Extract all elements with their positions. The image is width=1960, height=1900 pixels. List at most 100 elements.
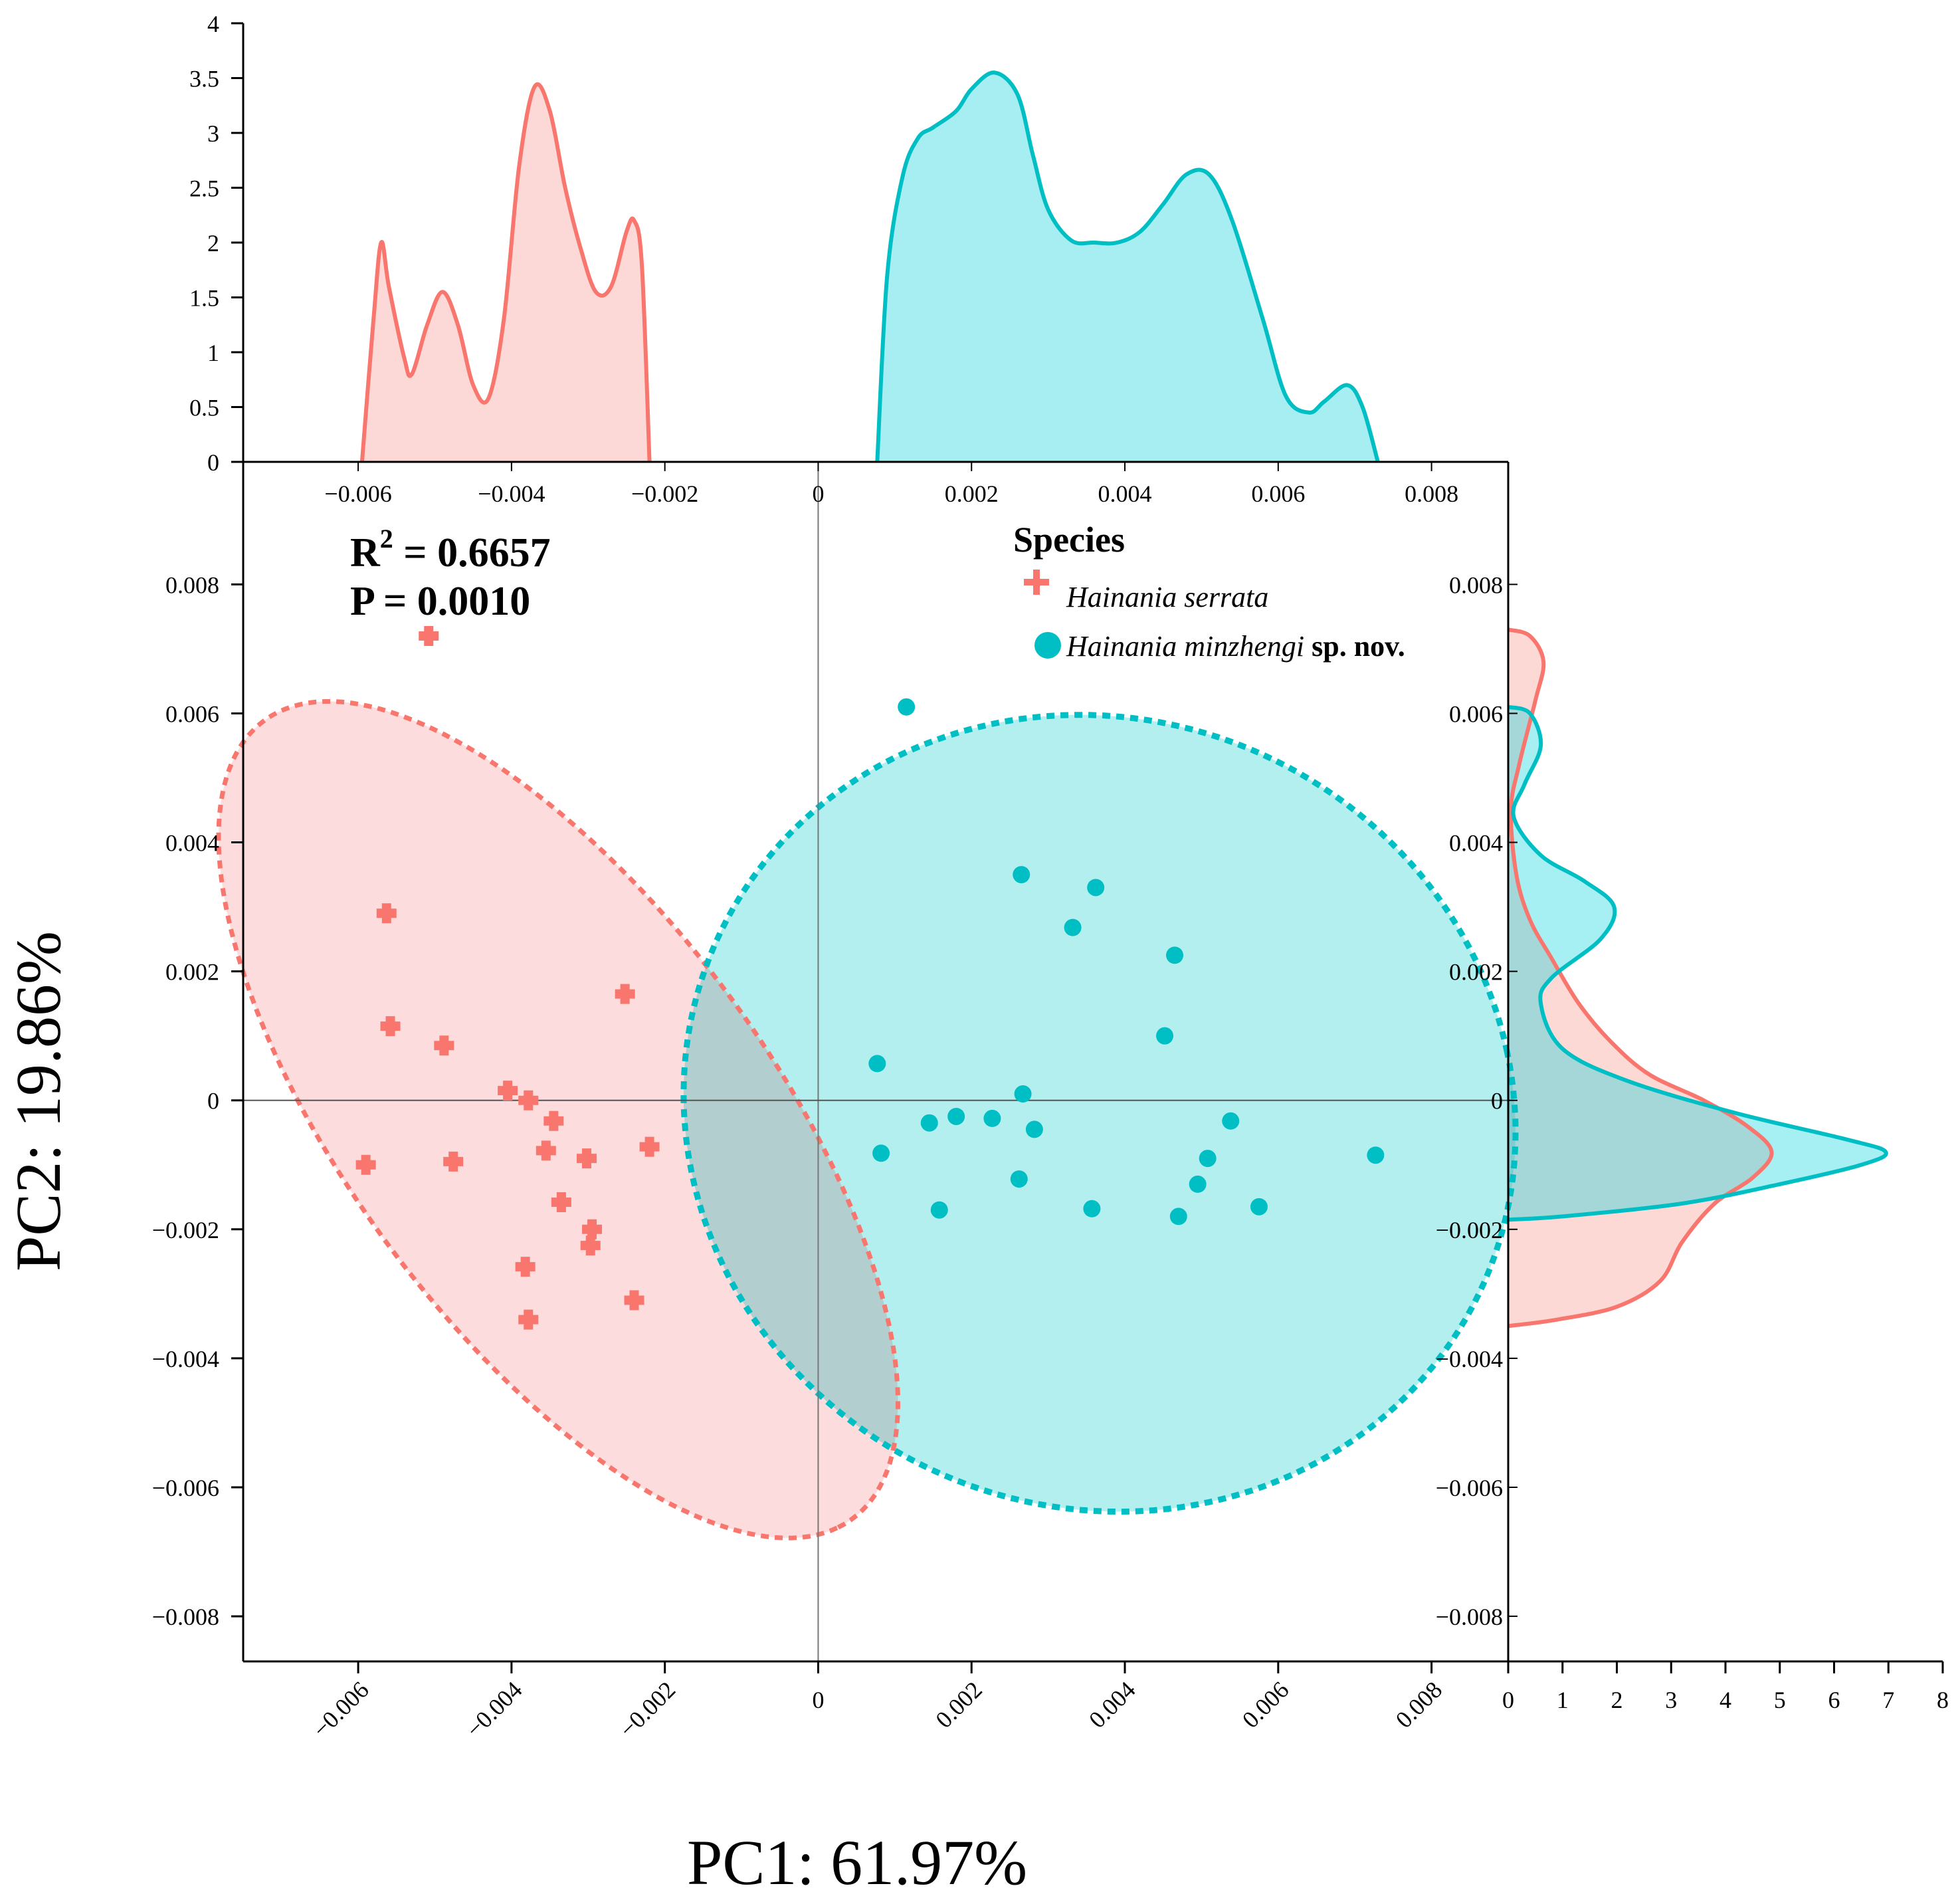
top-y-tick-label-8: 4 <box>207 11 219 37</box>
point-serrata-3 <box>434 1035 454 1056</box>
y-tick-label-3: −0.002 <box>152 1217 219 1243</box>
point-minzhengi-1 <box>1013 866 1030 884</box>
right-y-tick-label-8: 0.008 <box>1449 572 1503 598</box>
legend-label-minzhengi-name: Hainania minzhengi <box>1066 630 1304 663</box>
top-x-tick-label-0: −0.006 <box>324 480 391 507</box>
right-y-tick-label-0: −0.008 <box>1436 1604 1503 1630</box>
y-tick-label-2: −0.004 <box>152 1346 219 1372</box>
right-x-tick-label-0: 0 <box>1502 1687 1514 1713</box>
point-serrata-2 <box>380 1016 401 1037</box>
r2-annotation: R2 = 0.6657 <box>350 524 551 576</box>
point-serrata-4 <box>498 1081 518 1101</box>
point-serrata-7 <box>536 1140 556 1161</box>
point-serrata-8 <box>576 1148 597 1169</box>
point-serrata-12 <box>582 1219 603 1239</box>
x-axis-title: PC1: 61.97% <box>687 1827 1027 1898</box>
ellipse-fill-1 <box>683 714 1516 1512</box>
x-tick-label-1: −0.004 <box>461 1676 528 1742</box>
y-tick-label-5: 0.002 <box>165 959 219 986</box>
point-serrata-17 <box>639 1136 660 1157</box>
right-y-tick-label-7: 0.006 <box>1449 700 1503 727</box>
point-minzhengi-17 <box>1189 1175 1207 1193</box>
x-tick-label-0: −0.006 <box>308 1676 374 1742</box>
x-tick-label-4: 0.002 <box>930 1676 987 1733</box>
point-minzhengi-8 <box>872 1144 890 1162</box>
top-y-tick-label-5: 2.5 <box>189 175 219 202</box>
right-x-tick-label-1: 1 <box>1557 1687 1569 1713</box>
top-x-tick-label-3: 0 <box>812 480 824 507</box>
point-serrata-5 <box>518 1090 539 1110</box>
right-density-curve-1 <box>1508 704 1888 1222</box>
y-tick-label-1: −0.006 <box>152 1475 219 1501</box>
point-minzhengi-7 <box>1014 1085 1032 1103</box>
point-serrata-14 <box>515 1257 536 1277</box>
fill-layer <box>219 72 1886 1538</box>
point-minzhengi-10 <box>947 1107 965 1125</box>
r2-value: = 0.6657 <box>393 530 551 576</box>
legend-plus-marker <box>1024 570 1049 595</box>
top-x-tick-label-5: 0.004 <box>1098 480 1152 507</box>
point-serrata-11 <box>551 1192 571 1213</box>
r2-prefix: R <box>350 530 381 576</box>
top-y-tick-label-0: 0 <box>207 449 219 476</box>
legend-label-serrata: Hainania serrata <box>1066 581 1268 613</box>
x-tick-label-7: 0.008 <box>1391 1676 1448 1733</box>
x-tick-label-6: 0.006 <box>1237 1676 1294 1733</box>
point-minzhengi-19 <box>1222 1112 1240 1130</box>
text-layer: PC1: 61.97% PC2: 19.86% R2 = 0.6657 P = … <box>3 520 1405 1898</box>
point-minzhengi-6 <box>868 1055 886 1073</box>
point-minzhengi-12 <box>1025 1120 1043 1138</box>
point-serrata-18 <box>615 984 635 1004</box>
y-tick-label-4: 0 <box>207 1088 219 1114</box>
top-y-tick-label-3: 1.5 <box>189 285 219 312</box>
right-x-tick-label-7: 7 <box>1882 1687 1894 1713</box>
legend-item-minzhengi: Hainania minzhengi sp. nov. <box>1034 630 1405 663</box>
right-y-tick-label-4: 0 <box>1491 1088 1503 1114</box>
top-y-tick-label-2: 1 <box>207 340 219 366</box>
right-density-curve-0 <box>1508 627 1774 1328</box>
top-density-curve-1 <box>875 70 1380 463</box>
point-minzhengi-13 <box>930 1201 948 1219</box>
p-value-annotation: P = 0.0010 <box>350 579 530 624</box>
point-minzhengi-5 <box>1156 1027 1174 1045</box>
top-x-tick-label-4: 0.002 <box>945 480 999 507</box>
point-minzhengi-2 <box>1087 879 1105 897</box>
right-y-tick-label-1: −0.006 <box>1436 1475 1503 1501</box>
x-tick-label-5: 0.004 <box>1084 1676 1141 1733</box>
top-y-tick-label-7: 3.5 <box>189 66 219 92</box>
point-serrata-1 <box>376 903 397 924</box>
point-serrata-16 <box>624 1290 644 1311</box>
ellipse-outline-1 <box>680 712 1519 1515</box>
right-x-tick-label-2: 2 <box>1611 1687 1623 1713</box>
top-y-tick-label-4: 2 <box>207 230 219 257</box>
x-tick-label-3: 0 <box>812 1687 824 1713</box>
point-minzhengi-15 <box>1083 1200 1101 1217</box>
ellipse-outline-0 <box>216 699 901 1540</box>
top-density-fill-1 <box>877 72 1378 463</box>
right-density-fill-0 <box>1508 629 1772 1326</box>
right-x-tick-label-3: 3 <box>1665 1687 1677 1713</box>
point-serrata-9 <box>355 1154 376 1175</box>
y-tick-label-6: 0.004 <box>165 830 219 857</box>
legend-label-minzhengi: Hainania minzhengi sp. nov. <box>1066 630 1405 663</box>
right-y-tick-label-2: −0.004 <box>1436 1346 1503 1372</box>
legend-label-minzhengi-suffix: sp. nov. <box>1304 630 1405 663</box>
right-x-tick-label-4: 4 <box>1719 1687 1731 1713</box>
point-minzhengi-21 <box>1367 1146 1385 1164</box>
top-y-tick-label-6: 3 <box>207 120 219 147</box>
point-serrata-0 <box>419 626 439 647</box>
point-minzhengi-11 <box>983 1109 1001 1127</box>
point-minzhengi-9 <box>920 1114 938 1132</box>
x-tick-label-2: −0.002 <box>614 1676 680 1742</box>
point-serrata-6 <box>543 1110 564 1131</box>
point-serrata-15 <box>518 1309 539 1330</box>
line-layer <box>216 70 1888 1540</box>
point-minzhengi-14 <box>1010 1170 1028 1188</box>
right-x-tick-label-8: 8 <box>1937 1687 1949 1713</box>
right-y-tick-label-5: 0.002 <box>1449 959 1503 986</box>
legend-item-serrata: Hainania serrata <box>1024 570 1268 613</box>
top-x-tick-label-2: −0.002 <box>631 480 698 507</box>
point-minzhengi-16 <box>1169 1208 1187 1225</box>
right-density-fill-1 <box>1508 706 1886 1220</box>
